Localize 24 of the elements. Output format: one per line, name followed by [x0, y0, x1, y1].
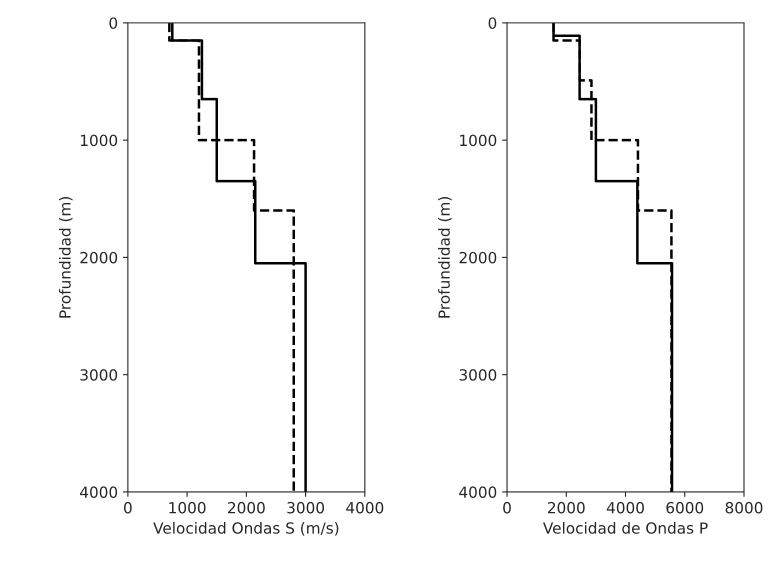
x-tick-label: 0: [124, 502, 132, 514]
y-tick-label: 3000: [80, 369, 118, 381]
x-tick-label: 8000: [726, 502, 762, 514]
y-tick-label: 1000: [460, 134, 496, 146]
y-axis-title: Profundidad (m): [58, 197, 73, 318]
x-axis-title: Velocidad Ondas S (m/s): [153, 522, 338, 536]
x-tick-label: 4000: [346, 502, 384, 514]
y-tick-label: 0: [109, 17, 118, 29]
x-axis-title: Velocidad de Ondas P: [543, 522, 708, 534]
y-tick-label: 2000: [460, 252, 496, 264]
y-tick-label: 3000: [460, 369, 496, 381]
y-tick-label: 4000: [80, 486, 118, 498]
y-tick-label: 2000: [80, 252, 118, 264]
y-tick-label: 1000: [80, 134, 118, 146]
x-tick-label: 2000: [548, 502, 585, 514]
y-tick-label: 4000: [459, 486, 496, 498]
y-axis-title: Profundidad (m): [438, 197, 452, 318]
x-tick-label: 2000: [228, 502, 265, 514]
x-tick-label: 3000: [287, 502, 324, 514]
x-tick-label: 4000: [606, 502, 644, 514]
x-tick-label: 1000: [169, 502, 206, 514]
x-tick-label: 0: [503, 502, 511, 514]
x-tick-label: 6000: [666, 502, 704, 514]
y-tick-label: 0: [488, 17, 496, 29]
